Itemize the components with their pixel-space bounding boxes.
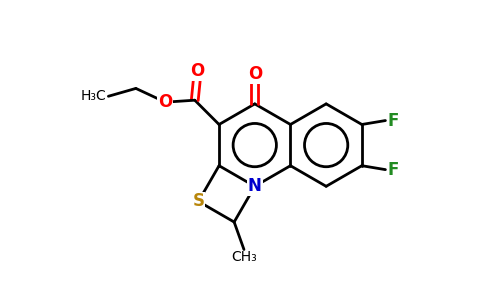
Text: H₃C: H₃C — [81, 89, 106, 103]
Text: N: N — [248, 177, 262, 195]
Text: S: S — [193, 192, 204, 210]
Text: O: O — [191, 62, 205, 80]
Text: O: O — [248, 65, 262, 83]
Text: F: F — [387, 112, 399, 130]
Text: F: F — [387, 160, 399, 178]
Text: O: O — [158, 93, 172, 111]
Text: CH₃: CH₃ — [231, 250, 257, 265]
